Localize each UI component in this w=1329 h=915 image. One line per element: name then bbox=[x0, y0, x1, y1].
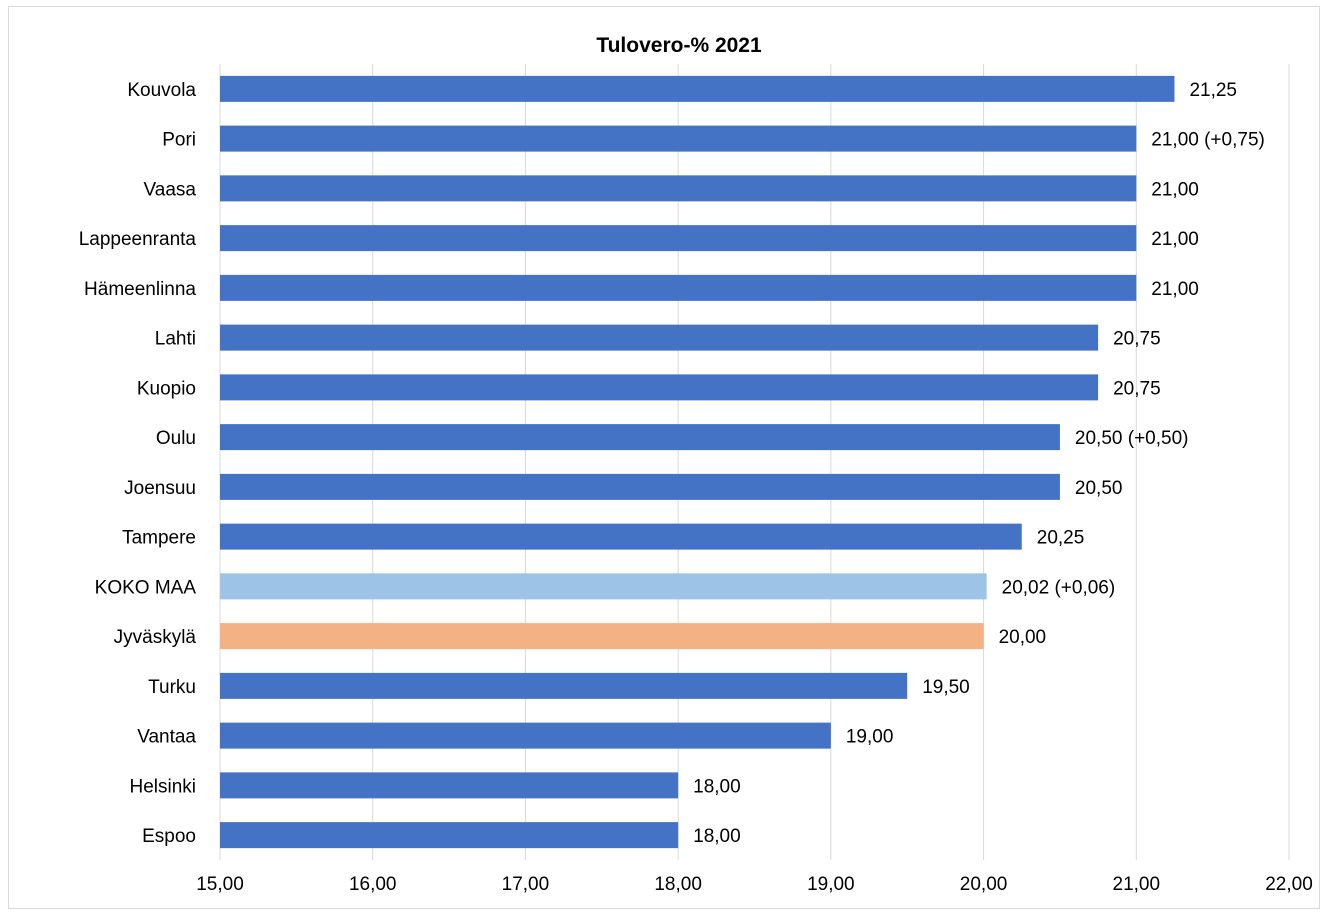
category-label: Kouvola bbox=[127, 80, 196, 101]
bar bbox=[220, 324, 1099, 351]
bar bbox=[220, 473, 1060, 500]
data-label: 20,50 bbox=[1075, 478, 1123, 499]
data-label: 21,00 bbox=[1151, 179, 1199, 200]
category-label: Oulu bbox=[156, 428, 196, 449]
category-label: Kuopio bbox=[137, 378, 196, 399]
bar bbox=[220, 274, 1137, 301]
data-label: 18,00 bbox=[693, 826, 741, 847]
x-tick-label: 22,00 bbox=[1265, 874, 1313, 895]
bar bbox=[220, 125, 1137, 152]
data-label: 18,00 bbox=[693, 776, 741, 797]
category-label: Lahti bbox=[155, 329, 196, 350]
x-tick-label: 18,00 bbox=[654, 874, 702, 895]
data-label: 20,00 bbox=[999, 627, 1047, 648]
data-label: 19,00 bbox=[846, 727, 894, 748]
bar bbox=[220, 573, 987, 600]
x-tick-label: 21,00 bbox=[1113, 874, 1161, 895]
category-label: Lappeenranta bbox=[79, 229, 197, 250]
data-labels: 21,25 21,00 (+0,75) 21,00 21,00 21,00 20,75 20… bbox=[693, 80, 1265, 847]
data-label: 20,75 bbox=[1113, 378, 1161, 399]
data-label: 21,00 (+0,75) bbox=[1151, 130, 1265, 151]
category-label: Hämeenlinna bbox=[84, 279, 196, 300]
data-label: 20,75 bbox=[1113, 329, 1161, 350]
data-label: 21,00 bbox=[1151, 279, 1199, 300]
data-label: 19,50 bbox=[922, 677, 970, 698]
bar bbox=[220, 424, 1060, 451]
bar bbox=[220, 225, 1137, 252]
bar bbox=[220, 623, 984, 650]
bar bbox=[220, 672, 908, 699]
category-label: KOKO MAA bbox=[95, 577, 197, 598]
bar bbox=[220, 822, 679, 849]
chart-frame bbox=[8, 6, 1320, 909]
data-label: 20,50 (+0,50) bbox=[1075, 428, 1189, 449]
bar bbox=[220, 75, 1175, 102]
x-tick-label: 15,00 bbox=[196, 874, 244, 895]
category-label: Vantaa bbox=[137, 727, 196, 748]
category-label: Joensuu bbox=[124, 478, 196, 499]
category-label: Tampere bbox=[122, 528, 196, 549]
x-tick-label: 19,00 bbox=[807, 874, 855, 895]
data-label: 21,00 bbox=[1151, 229, 1199, 250]
category-label: Turku bbox=[148, 677, 196, 698]
bar bbox=[220, 772, 679, 799]
category-label: Pori bbox=[162, 130, 196, 151]
bar bbox=[220, 523, 1022, 550]
bar bbox=[220, 374, 1099, 401]
data-label: 21,25 bbox=[1189, 80, 1237, 101]
bar bbox=[220, 175, 1137, 202]
category-label: Espoo bbox=[142, 826, 196, 847]
category-label: Jyväskylä bbox=[114, 627, 197, 648]
category-labels: Kouvola Pori Vaasa Lappeenranta Hämeenlinna L… bbox=[79, 80, 197, 847]
data-label: 20,02 (+0,06) bbox=[1002, 577, 1116, 598]
bars bbox=[220, 75, 1175, 849]
category-label: Helsinki bbox=[129, 776, 196, 797]
x-axis-ticks: 15,00 16,00 17,00 18,00 19,00 20,00 21,00 22,00 bbox=[196, 874, 1313, 895]
x-tick-label: 16,00 bbox=[349, 874, 397, 895]
x-tick-label: 17,00 bbox=[502, 874, 550, 895]
x-tick-label: 20,00 bbox=[960, 874, 1008, 895]
chart-title: Tulovero-% 2021 bbox=[596, 34, 762, 57]
bar bbox=[220, 722, 831, 749]
data-label: 20,25 bbox=[1037, 528, 1085, 549]
category-label: Vaasa bbox=[144, 179, 197, 200]
